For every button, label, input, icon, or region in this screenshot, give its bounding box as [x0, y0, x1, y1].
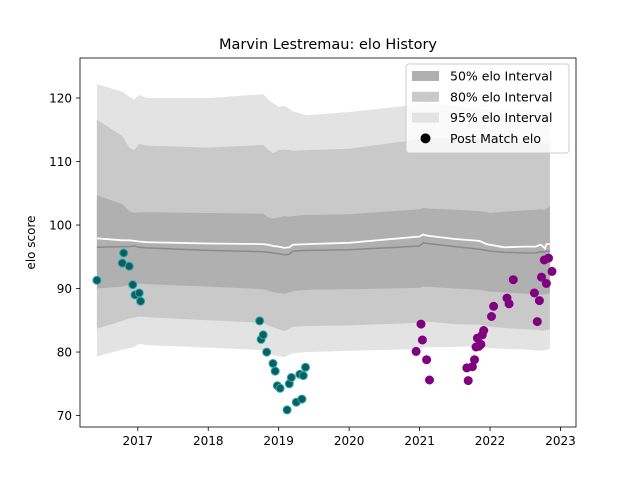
- legend-label: 50% elo Interval: [450, 69, 552, 84]
- legend-swatch: [412, 71, 439, 81]
- early-match-point: [262, 347, 272, 357]
- late-match-point: [508, 275, 518, 285]
- early-match-point: [92, 275, 102, 285]
- elo-lines: [96, 233, 550, 256]
- early-match-point: [134, 288, 144, 298]
- x-tick-label: 2019: [263, 434, 294, 448]
- late-match-point: [547, 266, 557, 276]
- y-tick-label: 110: [49, 155, 72, 169]
- late-match-point: [479, 326, 489, 335]
- late-match-point: [416, 319, 426, 329]
- late-match-point: [534, 296, 544, 306]
- early-match-point: [270, 366, 280, 376]
- x-tick-label: 2017: [122, 434, 153, 448]
- late-match-point: [529, 288, 539, 298]
- chart-title: Marvin Lestremau: elo History: [219, 37, 437, 53]
- y-tick-label: 80: [57, 346, 72, 360]
- legend-swatch: [412, 91, 439, 102]
- late-match-point: [532, 317, 542, 327]
- late-match-point: [463, 376, 473, 386]
- early-match-point: [297, 394, 307, 404]
- legend-label: Post Match elo: [450, 131, 541, 146]
- x-tick-label: 2023: [545, 434, 576, 448]
- legend-label: 95% elo Interval: [450, 110, 552, 125]
- late-match-point: [417, 335, 427, 345]
- y-tick-label: 90: [57, 282, 72, 296]
- legend-box: [405, 63, 570, 154]
- early-match-point: [282, 405, 292, 415]
- legend-marker: [420, 133, 431, 144]
- late-match-point: [537, 272, 546, 282]
- early-match-point: [128, 280, 138, 290]
- early-match-point: [258, 330, 268, 340]
- band-50-percent: [96, 195, 550, 295]
- late-match-point: [489, 301, 499, 311]
- late-match-point: [470, 355, 479, 365]
- early-match-point: [255, 316, 265, 326]
- late-match-point: [504, 299, 514, 309]
- median-elo-line: [96, 242, 550, 256]
- y-axis-ticks: 70 80 90 100 110 120: [49, 92, 80, 423]
- early-match-point: [298, 371, 308, 381]
- late-match-point: [544, 253, 553, 263]
- late-match-point: [422, 355, 432, 365]
- x-tick-label: 2018: [193, 434, 224, 448]
- legend: 50% elo Interval 80% elo Interval 95% elo …: [405, 63, 570, 154]
- plot-frame: [79, 57, 577, 428]
- y-tick-label: 120: [49, 92, 72, 106]
- legend-swatch: [412, 112, 439, 123]
- mean-elo-line: [96, 233, 550, 251]
- early-match-point: [301, 362, 310, 372]
- legend-label: 80% elo Interval: [450, 89, 552, 104]
- early-match-point: [268, 359, 278, 368]
- early-match-point: [136, 296, 146, 306]
- late-match-point: [487, 312, 496, 321]
- early-match-point: [119, 248, 129, 258]
- late-match-point: [541, 279, 551, 288]
- x-axis-ticks: 2017 2018 2019 2020 2021 2022 2023: [122, 427, 576, 448]
- x-tick-label: 2022: [475, 434, 506, 448]
- early-match-point: [275, 383, 285, 393]
- post-match-points: [92, 248, 557, 415]
- y-axis-label: elo score: [24, 215, 38, 269]
- y-tick-label: 70: [57, 409, 72, 423]
- early-match-point: [286, 373, 296, 382]
- early-match-point: [124, 261, 134, 271]
- x-tick-label: 2020: [334, 434, 365, 448]
- late-match-point: [425, 375, 434, 385]
- late-match-point: [411, 346, 421, 356]
- y-tick-label: 100: [49, 219, 72, 233]
- late-match-point: [476, 339, 486, 349]
- x-tick-label: 2021: [404, 434, 435, 448]
